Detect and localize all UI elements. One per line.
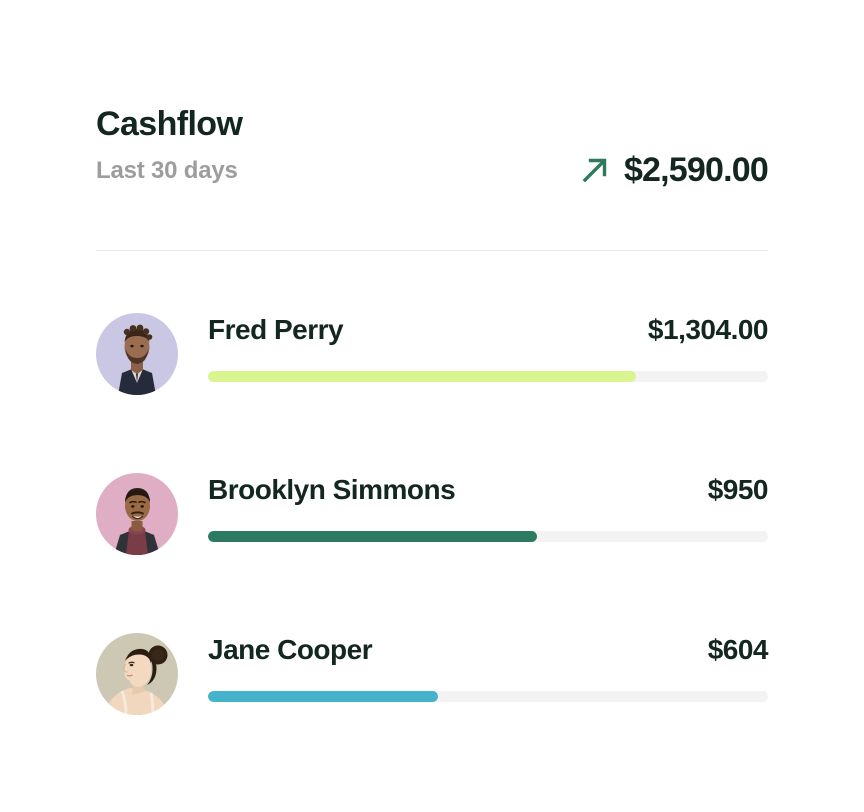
progress-fill [208, 691, 439, 702]
total-group: $2,590.00 [580, 150, 769, 190]
row-body: Fred Perry $1,304.00 [208, 313, 769, 382]
person-amount: $950 [707, 474, 769, 505]
progress-track [208, 691, 768, 702]
card-header: Cashflow Last 30 days $2,590.00 [96, 104, 769, 204]
progress-fill [208, 371, 636, 382]
page-title: Cashflow [96, 105, 243, 143]
avatar-brooklyn-simmons [96, 473, 178, 555]
person-name: Brooklyn Simmons [208, 474, 456, 505]
row-body: Brooklyn Simmons $950 [208, 473, 769, 542]
list-item[interactable]: Brooklyn Simmons $950 [96, 473, 769, 559]
person-name: Fred Perry [208, 314, 344, 345]
progress-track [208, 371, 768, 382]
avatar-jane-cooper [96, 633, 178, 715]
person-amount: $1,304.00 [647, 314, 769, 345]
total-amount: $2,590.00 [623, 151, 769, 189]
row-header: Jane Cooper $604 [208, 633, 769, 675]
progress-fill [208, 531, 538, 542]
person-name: Jane Cooper [208, 634, 373, 665]
header-title-group: Cashflow Last 30 days [96, 104, 243, 186]
arrow-up-right-icon [580, 155, 610, 185]
list-item[interactable]: Jane Cooper $604 [96, 633, 769, 719]
header-divider [96, 250, 768, 251]
person-amount: $604 [707, 634, 769, 665]
period-subtitle: Last 30 days [96, 157, 238, 184]
list-item[interactable]: Fred Perry $1,304.00 [96, 313, 769, 399]
row-body: Jane Cooper $604 [208, 633, 769, 702]
progress-track [208, 531, 768, 542]
avatar-fred-perry [96, 313, 178, 395]
cashflow-list: Fred Perry $1,304.00 [96, 313, 769, 719]
row-header: Fred Perry $1,304.00 [208, 313, 769, 355]
cashflow-card: Cashflow Last 30 days $2,590.00 [96, 0, 769, 812]
row-header: Brooklyn Simmons $950 [208, 473, 769, 515]
